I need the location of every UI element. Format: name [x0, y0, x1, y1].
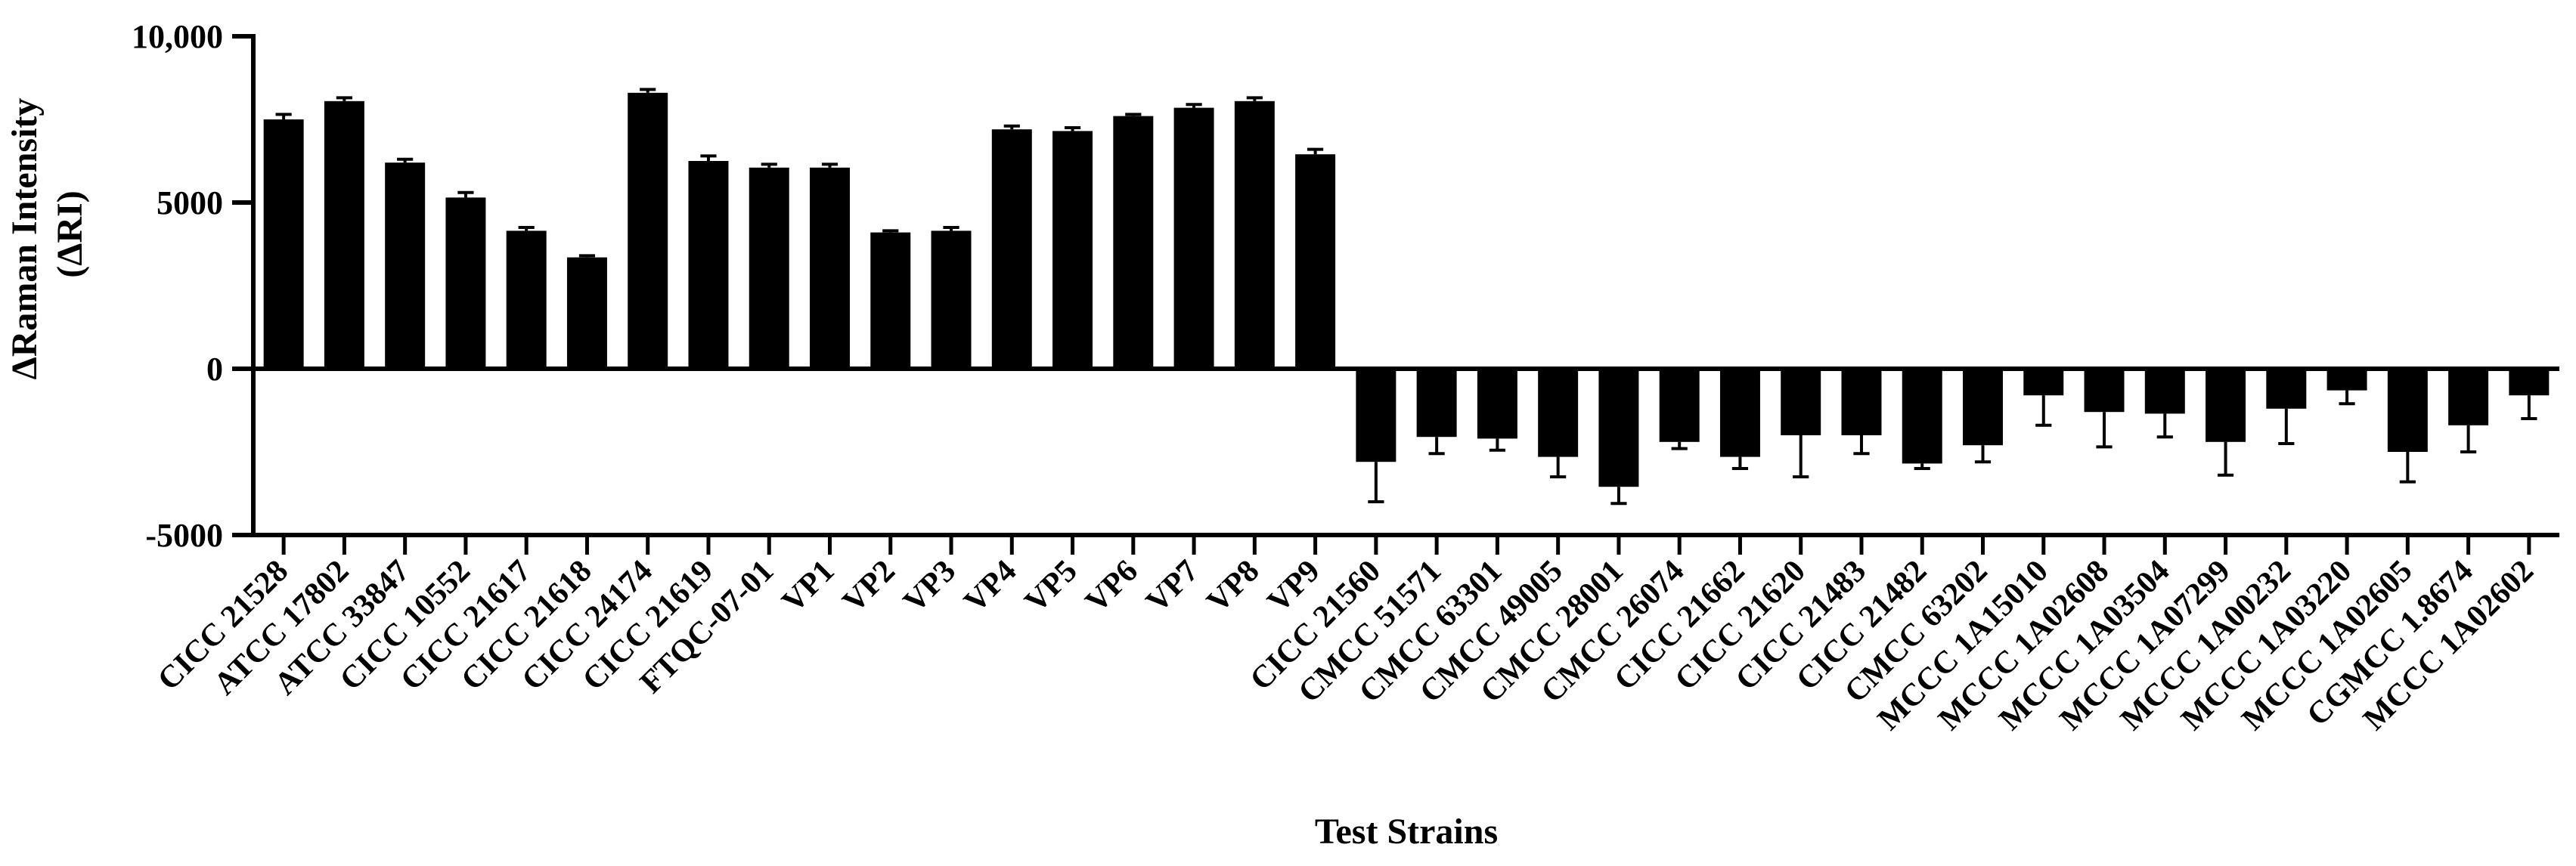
bar — [1356, 369, 1396, 462]
bar — [324, 101, 364, 370]
bar — [263, 119, 304, 369]
x-tick-label: VP7 — [1139, 554, 1205, 620]
bar — [1902, 369, 1942, 464]
y-axis-title-line-1: ΔRaman Intensity — [5, 98, 45, 380]
bar — [2144, 369, 2185, 414]
y-tick-label: -5000 — [145, 517, 223, 554]
bar — [991, 129, 1032, 369]
y-axis-title-line-2: (ΔRI) — [50, 190, 90, 277]
bar — [1416, 369, 1457, 438]
bar — [2084, 369, 2125, 413]
x-tick-label: VP2 — [836, 554, 902, 620]
bar — [1234, 101, 1275, 370]
x-tick-label: VP6 — [1079, 554, 1145, 620]
bar — [385, 162, 426, 369]
bar — [1113, 116, 1154, 369]
bar — [506, 230, 547, 369]
bar — [749, 167, 789, 370]
bar — [870, 232, 911, 369]
x-tick-label: VP3 — [897, 554, 963, 620]
bar — [1477, 369, 1517, 439]
x-tick-label: VP5 — [1018, 554, 1084, 620]
axes-layer — [251, 34, 2559, 537]
bar — [2023, 369, 2064, 396]
bars-layer — [263, 88, 2550, 506]
y-axis-title: ΔRaman Intensity (ΔRI) — [5, 89, 90, 380]
bar — [2387, 369, 2428, 452]
bar — [1963, 369, 2003, 446]
x-tick-label: VP8 — [1200, 554, 1266, 620]
x-tick-label: VP1 — [776, 554, 842, 620]
bar — [1052, 131, 1093, 369]
bar — [1538, 369, 1579, 457]
y-tick-label: 10,000 — [132, 18, 223, 55]
x-tick-label: VP4 — [957, 554, 1023, 620]
bar — [2266, 369, 2307, 409]
y-tick-label: 5000 — [157, 184, 223, 221]
bar — [810, 167, 850, 370]
bar — [931, 230, 972, 369]
bar — [628, 92, 668, 370]
bar — [1295, 154, 1336, 369]
bar — [2326, 369, 2367, 391]
bar — [688, 161, 729, 369]
bar — [1781, 369, 1821, 435]
bar — [2448, 369, 2489, 425]
bar — [1719, 369, 1760, 457]
bar — [445, 197, 486, 369]
y-ticks: 10,000 5000 0 -5000 — [132, 18, 253, 554]
bar — [1841, 369, 1882, 435]
bar — [1173, 107, 1214, 369]
y-tick-label: 0 — [206, 351, 223, 388]
bar — [1598, 369, 1639, 487]
bar — [2206, 369, 2246, 442]
x-axis-title: Test Strains — [1315, 812, 1498, 852]
bar — [1659, 369, 1700, 442]
bar — [2509, 369, 2550, 396]
bar — [566, 257, 607, 369]
